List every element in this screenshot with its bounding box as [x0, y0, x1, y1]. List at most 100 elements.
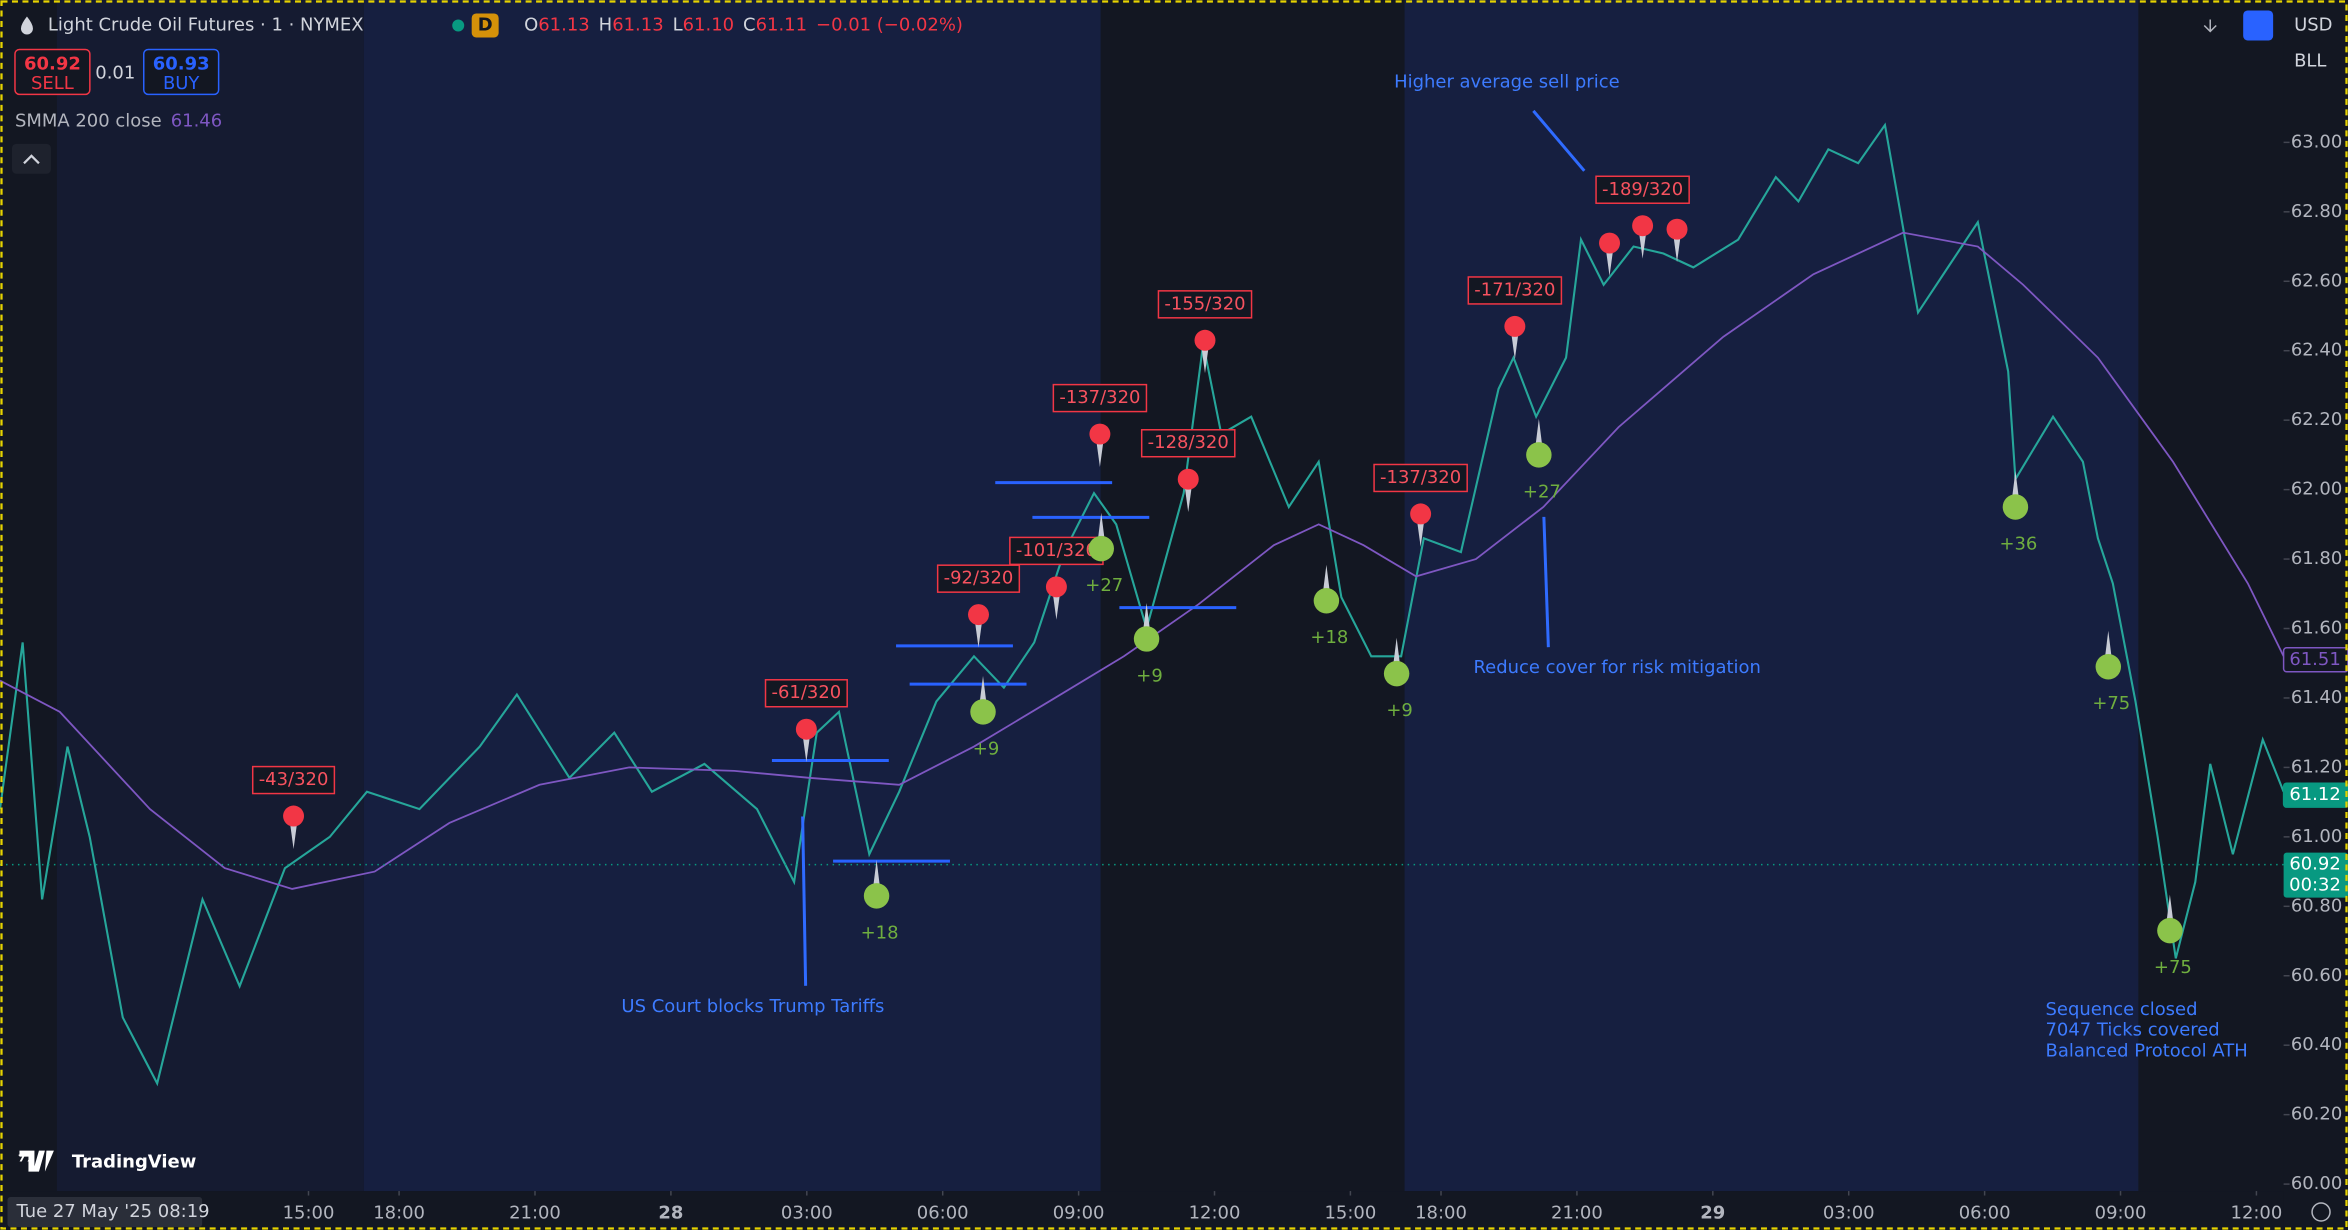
indicator-name: SMMA 200 close [15, 110, 162, 131]
x-tick-label: 12:00 [2231, 1203, 2283, 1224]
download-icon[interactable] [2203, 19, 2217, 33]
x-tick-label: 21:00 [509, 1203, 561, 1224]
x-tick-label: 09:00 [1053, 1203, 1105, 1224]
price-badge [2282, 647, 2348, 673]
y-tick-label: 60.60 [2291, 965, 2342, 986]
buy-marker [970, 699, 996, 725]
buy-marker [2002, 494, 2029, 520]
price-badge [2283, 852, 2348, 898]
sell-marker [968, 604, 989, 626]
collapse-button[interactable] [11, 143, 51, 174]
x-tick-label: 06:00 [1959, 1203, 2011, 1224]
price-badge [2282, 782, 2348, 808]
buy-label: +9 [1136, 665, 1162, 686]
smma-line [0, 231, 2285, 890]
sell-marker [1045, 576, 1067, 598]
spread: 0.01 [95, 62, 135, 83]
collapse-icon [23, 154, 40, 165]
ohlc-value: 61.13 [538, 14, 589, 35]
buy-marker [2157, 917, 2183, 944]
sell-label: -137/320 [1380, 467, 1461, 488]
sell-label-box [1595, 175, 1690, 204]
x-tick-label: 03:00 [781, 1203, 833, 1224]
x-tick-label: 06:00 [917, 1203, 969, 1224]
buy-label: +18 [1310, 627, 1348, 648]
sync-button[interactable] [2243, 10, 2274, 41]
price-line [0, 122, 2285, 1087]
x-tick-label: 15:00 [283, 1203, 335, 1224]
settings-icon[interactable] [2311, 1202, 2331, 1222]
annotation-connector [1542, 516, 1550, 648]
axes: 60.00 60.20 60.40 60.60 60.80 61.00 61.20 61.40… [283, 131, 2348, 1224]
annotation: Higher average sell price [1394, 71, 1620, 92]
y-tick-label: 62.00 [2291, 479, 2342, 500]
y-tick-label: 61.20 [2291, 756, 2342, 777]
buy-label: BUY [163, 73, 200, 94]
sell-marker [1666, 218, 1688, 240]
sell-label: -92/320 [944, 568, 1014, 589]
sell-label: -155/320 [1164, 293, 1245, 314]
sell-label-box [1009, 536, 1104, 566]
y-tick-label: 60.40 [2291, 1034, 2342, 1055]
logo-mark [19, 1150, 54, 1172]
x-tick-label: 21:00 [1551, 1203, 1603, 1224]
ohlc: O61.13 H61.13 L61.10 C61.11 −0.01 (−0.02%) [524, 14, 963, 35]
buy-button[interactable] [143, 48, 220, 96]
buy-marker [1313, 587, 1340, 614]
sell-label: -43/320 [259, 769, 329, 790]
annotation-connector [801, 816, 808, 986]
x-tick-label: 09:00 [2095, 1203, 2147, 1224]
plot-area: -43/320 -61/320 -92/320-101/320 -137/320 -12… [0, 122, 2285, 1087]
buy-label: +27 [1085, 575, 1123, 596]
buy-label: +18 [861, 922, 899, 943]
sell-label-box [251, 765, 336, 795]
sell-label: -137/320 [1059, 387, 1140, 408]
sell-label-box [1157, 290, 1253, 319]
buy-marker [1133, 626, 1160, 652]
annotation: US Court blocks Trump Tariffs [621, 996, 884, 1017]
sell-label: -61/320 [772, 682, 842, 703]
sell-marker [1504, 315, 1526, 337]
ohlc-label: C [743, 14, 756, 35]
ohlc-label: H [599, 14, 613, 35]
buy-marker [1526, 442, 1552, 468]
cursor-time-box [7, 1197, 203, 1228]
session-band [1404, 0, 2139, 1192]
sell-marker [795, 718, 817, 740]
ohlc-value: 61.10 [683, 14, 734, 35]
sell-label-box [936, 564, 1021, 593]
y-tick-label: 60.20 [2291, 1104, 2342, 1125]
sell-button[interactable] [14, 48, 91, 96]
buy-label: +75 [2092, 693, 2130, 714]
time-axis [0, 1191, 2284, 1230]
sell-label: SELL [31, 73, 74, 94]
annotation: Reduce cover for risk mitigation [1473, 657, 1760, 678]
buy-marker [863, 883, 890, 909]
x-tick-label: 03:00 [1823, 1203, 1875, 1224]
ohlc-label: O [524, 14, 538, 35]
sell-label-box [1373, 463, 1468, 493]
ohlc-value: 61.13 [612, 14, 663, 35]
sell-marker [1599, 232, 1621, 254]
y-tick-label: 60.00 [2291, 1173, 2342, 1194]
sell-label: -189/320 [1602, 179, 1683, 200]
buy-label: +9 [1386, 700, 1412, 721]
buy-label: +27 [1523, 481, 1561, 502]
badge: D [478, 14, 493, 35]
summary-line: Balanced Protocol ATH [2046, 1041, 2248, 1062]
y-tick-label: 63.00 [2291, 131, 2342, 152]
y-tick-label: 62.80 [2291, 201, 2342, 222]
logo: TradingView [72, 1152, 196, 1173]
x-tick-label: 28 [658, 1203, 683, 1224]
sell-label: -171/320 [1474, 279, 1555, 300]
sell-label: -128/320 [1148, 432, 1229, 453]
currency[interactable]: USD [2294, 14, 2332, 35]
price-badge-value: 61.51 [2289, 649, 2340, 670]
x-tick-label: 29 [1700, 1203, 1725, 1224]
unit[interactable]: BLL [2294, 50, 2326, 71]
x-tick-label: 18:00 [373, 1203, 425, 1224]
x-tick-label: 18:00 [1415, 1203, 1467, 1224]
